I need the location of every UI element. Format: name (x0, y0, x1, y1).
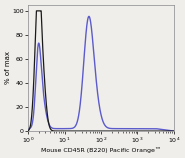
Y-axis label: % of max: % of max (5, 52, 11, 85)
X-axis label: Mouse CD45R (B220) Pacific Orange™: Mouse CD45R (B220) Pacific Orange™ (41, 147, 161, 153)
